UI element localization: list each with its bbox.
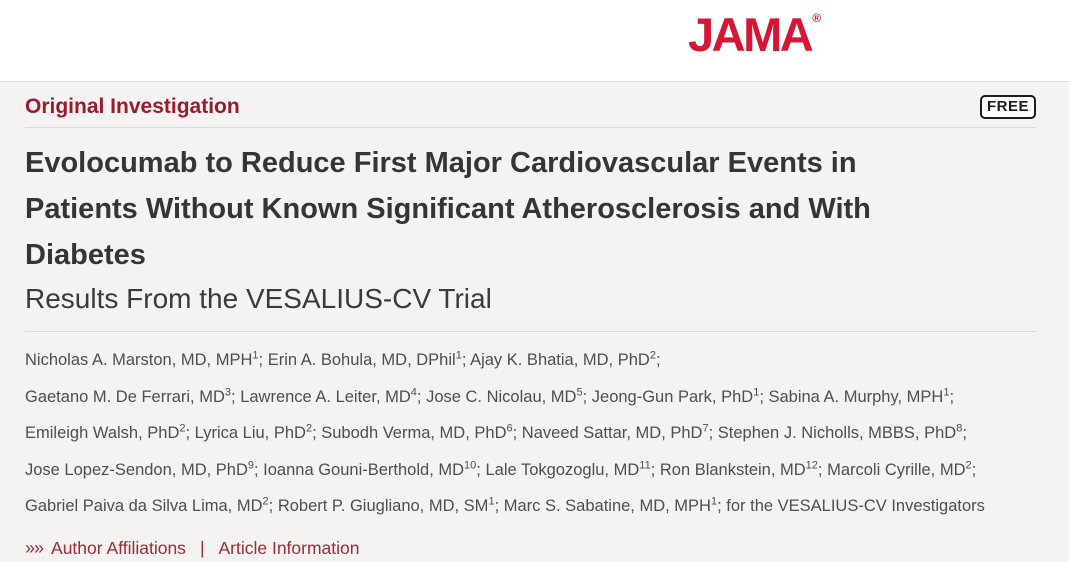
author-name: Lale Tokgozoglu, MD xyxy=(485,460,640,479)
author-affiliation-superscript: 5 xyxy=(576,386,583,398)
author-affiliations-link[interactable]: Author Affiliations xyxy=(51,537,186,558)
author-affiliation-superscript: 1 xyxy=(488,495,495,508)
free-access-badge: FREE xyxy=(979,94,1036,119)
author-affiliation-superscript: 10 xyxy=(464,459,477,471)
author-affiliation-superscript: 2 xyxy=(965,459,972,471)
article-category-link[interactable]: Original Investigation xyxy=(25,94,240,118)
author-line: Gaetano M. De Ferrari, MD3; Lawrence A. … xyxy=(25,386,955,406)
author-affiliation-superscript: 7 xyxy=(702,422,709,435)
author-name: Jose C. Nicolau, MD xyxy=(426,387,577,406)
double-chevron-icon: »» xyxy=(25,537,44,558)
author-affiliation-superscript: 2 xyxy=(262,495,269,508)
article-subtitle: Results From the VESALIUS-CV Trial xyxy=(25,283,492,314)
author-name: Nicholas A. Marston, MD, MPH xyxy=(25,351,253,369)
article-header: Original Investigation FREE Evolocumab t… xyxy=(0,81,1069,562)
author-affiliation-superscript: 11 xyxy=(639,459,651,471)
author-name: Emileigh Walsh, PhD xyxy=(25,424,180,442)
author-list: Nicholas A. Marston, MD, MPH1; Erin A. B… xyxy=(25,342,1036,525)
author-affiliation-superscript: 1 xyxy=(753,386,760,398)
author-line: Nicholas A. Marston, MD, MPH1; Erin A. B… xyxy=(25,349,661,369)
author-affiliation-superscript: 12 xyxy=(805,459,818,471)
author-name: Marc S. Sabatine, MD, MPH xyxy=(503,497,711,515)
article-title-line: Evolocumab to Reduce First Major Cardiov… xyxy=(25,147,857,179)
author-affiliation-superscript: 4 xyxy=(410,386,417,398)
links-separator: | xyxy=(199,537,205,558)
author-affiliation-superscript: 1 xyxy=(252,349,259,362)
author-affiliation-superscript: 8 xyxy=(956,422,963,435)
header-divider xyxy=(25,127,1036,128)
author-affiliation-superscript: 1 xyxy=(455,349,462,362)
article-title-line: Diabetes xyxy=(25,239,146,271)
author-line: Jose Lopez-Sendon, MD, PhD9; Ioanna Goun… xyxy=(25,459,977,479)
author-affiliation-superscript: 3 xyxy=(224,386,232,398)
site-banner: JAMA® xyxy=(0,0,1069,81)
author-name: Jeong-Gun Park, PhD xyxy=(591,387,754,406)
article-information-link[interactable]: Article Information xyxy=(218,537,360,558)
title-divider xyxy=(25,331,1036,332)
meta-links-row: »» Author Affiliations | Article Informa… xyxy=(25,538,1036,559)
author-name: Jose Lopez-Sendon, MD, PhD xyxy=(25,460,248,479)
author-name: Robert P. Giugliano, MD, SM xyxy=(277,497,489,515)
article-title: Evolocumab to Reduce First Major Cardiov… xyxy=(25,140,1036,278)
author-name: Gaetano M. De Ferrari, MD xyxy=(25,387,225,406)
author-affiliation-superscript: 1 xyxy=(943,386,950,398)
author-affiliation-superscript: 2 xyxy=(649,349,656,362)
author-line: Emileigh Walsh, PhD2; Lyrica Liu, PhD2; … xyxy=(25,422,967,442)
author-name: Lawrence A. Leiter, MD xyxy=(240,387,411,406)
author-line: Gabriel Paiva da Silva Lima, MD2; Robert… xyxy=(25,495,985,515)
author-name: Naveed Sattar, MD, PhD xyxy=(521,424,703,442)
author-affiliation-superscript: 2 xyxy=(305,422,313,435)
article-title-line: Patients Without Known Significant Ather… xyxy=(25,193,871,225)
author-name: Stephen J. Nicholls, MBBS, PhD xyxy=(717,424,957,442)
author-name: Ioanna Gouni-Berthold, MD xyxy=(263,460,465,479)
author-affiliation-superscript: 2 xyxy=(179,422,186,435)
author-name: Erin A. Bohula, MD, DPhil xyxy=(267,351,456,369)
author-name: Ron Blankstein, MD xyxy=(659,460,806,479)
author-affiliation-superscript: 9 xyxy=(247,459,254,471)
author-name: Marcoli Cyrille, MD xyxy=(827,460,966,479)
kicker-row: Original Investigation FREE xyxy=(25,82,1036,120)
registered-trademark-icon: ® xyxy=(812,11,822,25)
author-name: Subodh Verma, MD, PhD xyxy=(321,424,507,442)
author-name: Gabriel Paiva da Silva Lima, MD xyxy=(25,497,263,515)
author-group-designation: for the VESALIUS-CV Investigators xyxy=(726,497,985,515)
author-affiliation-superscript: 1 xyxy=(710,495,718,508)
author-name: Lyrica Liu, PhD xyxy=(194,424,306,442)
author-name: Ajay K. Bhatia, MD, PhD xyxy=(470,351,650,369)
jama-logo[interactable]: JAMA® xyxy=(688,8,822,61)
author-affiliation-superscript: 6 xyxy=(506,422,513,435)
author-name: Sabina A. Murphy, MPH xyxy=(768,387,944,406)
jama-logo-text: JAMA xyxy=(688,8,814,61)
